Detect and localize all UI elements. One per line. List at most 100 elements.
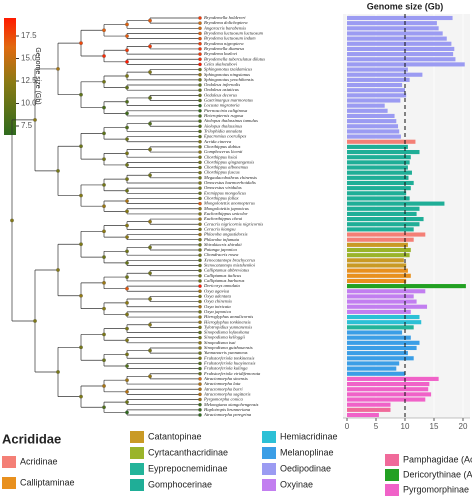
tree-node — [125, 111, 129, 116]
species-label: Sphingonotus yenchihensis — [204, 77, 254, 82]
bar — [347, 129, 400, 134]
bar — [347, 232, 426, 237]
tree-node — [102, 28, 106, 33]
tree-node — [125, 352, 129, 357]
bar — [347, 294, 414, 299]
tip-marker — [198, 83, 202, 87]
bar — [347, 227, 414, 232]
species-label: Atractomorpha peregrina — [203, 412, 252, 417]
species-label: Calliptamus barbarus — [204, 278, 245, 283]
species-label: Fruhstorferiola tonkinensis — [203, 355, 255, 360]
tree-node — [125, 223, 129, 228]
tip-marker — [198, 134, 202, 139]
tree-node — [102, 204, 106, 209]
tree-node — [125, 199, 129, 203]
species-label: Oedaleus infernalis — [204, 82, 240, 87]
bar — [347, 304, 428, 309]
legend-swatch — [262, 463, 276, 475]
bar — [347, 46, 455, 51]
tree-node — [148, 245, 152, 250]
tip-marker — [198, 47, 202, 51]
tip-marker — [198, 67, 202, 72]
bar — [347, 289, 426, 294]
tree-node — [125, 338, 129, 343]
tree-node — [148, 96, 152, 100]
bar — [347, 309, 411, 314]
bar — [347, 124, 399, 129]
species-label: Yunnanacris yunnaneus — [204, 350, 248, 355]
species-label: Tylotropidius yunnanensis — [204, 324, 252, 329]
bar — [347, 392, 432, 397]
bar — [347, 376, 439, 381]
bar — [347, 320, 422, 325]
tree-node — [125, 249, 129, 254]
species-label: Aiolopus thalassinus — [203, 123, 242, 128]
bar — [347, 149, 420, 155]
tree-node — [125, 177, 129, 181]
tree-node — [125, 209, 129, 214]
tip-marker — [198, 222, 202, 226]
tip-marker — [198, 103, 202, 108]
tip-marker — [198, 36, 202, 41]
tip-marker — [198, 299, 202, 304]
bar — [347, 253, 410, 258]
bar — [347, 108, 388, 113]
species-label: Bryodema kozlovi — [204, 51, 238, 56]
tip-marker — [198, 145, 202, 149]
tip-marker — [198, 377, 202, 381]
legend-label: Oedipodinae — [280, 463, 331, 473]
species-label: Ceracris kiangsu — [204, 226, 236, 231]
species-label: Bryodema luctuosum luctuosum — [204, 31, 264, 36]
tip-marker — [198, 248, 202, 252]
species-label: Megaulacobothrus chinensis — [203, 175, 257, 180]
species-label: Sinopodisma tsai — [204, 340, 236, 345]
bar — [347, 211, 417, 216]
tip-marker — [198, 139, 202, 144]
bar — [347, 139, 416, 144]
bar — [347, 335, 411, 340]
tree-node — [102, 405, 106, 410]
tree-node — [33, 319, 37, 323]
bar — [347, 201, 445, 206]
tree-node — [125, 235, 129, 239]
species-label: Atractomorpha burri — [203, 386, 243, 391]
species-label: Oxya japonica — [204, 309, 232, 314]
legend-label: Melanoplinae — [280, 447, 334, 457]
tip-marker — [198, 52, 202, 56]
bar — [347, 160, 410, 165]
tree-node — [79, 242, 83, 247]
tip-marker — [198, 124, 202, 129]
tree-node — [79, 394, 83, 399]
tree-node — [125, 151, 129, 156]
tree-node — [125, 301, 129, 305]
tip-marker — [198, 335, 202, 340]
tree-node — [125, 34, 129, 38]
tip-marker — [198, 165, 202, 170]
bar — [347, 72, 423, 77]
bar — [347, 134, 401, 139]
colorbar-tick-label: 12.5 — [21, 76, 37, 85]
species-label: Patanga japonica — [203, 247, 237, 252]
bar — [347, 314, 420, 320]
tip-marker — [198, 258, 202, 263]
tip-marker — [198, 57, 202, 61]
species-label: Chorthippus qingzangensis — [204, 159, 254, 164]
tree-node — [79, 144, 83, 149]
tip-marker — [198, 191, 202, 196]
legend-label: Hemiacridinae — [280, 431, 338, 441]
colorbar-tick-label: 7.5 — [21, 121, 33, 130]
species-label: Xenocatantops brachycerus — [203, 257, 255, 262]
tip-marker — [198, 413, 202, 417]
bar-title: Genome size (Gb) — [367, 1, 444, 11]
colorbar: Genome size (Gb) — [4, 18, 41, 135]
species-label: Eremippus mongolicus — [203, 190, 246, 195]
species-label: Bryodema luctuosum indum — [204, 36, 256, 41]
bar — [347, 155, 411, 160]
tip-marker — [198, 366, 202, 371]
legend-label: Gomphocerinae — [148, 479, 212, 489]
species-label: Bryodemella diamesa — [204, 46, 245, 51]
tree-node — [79, 193, 83, 198]
bar — [347, 31, 443, 36]
tree-node — [102, 183, 106, 187]
legend-swatch — [130, 431, 144, 443]
